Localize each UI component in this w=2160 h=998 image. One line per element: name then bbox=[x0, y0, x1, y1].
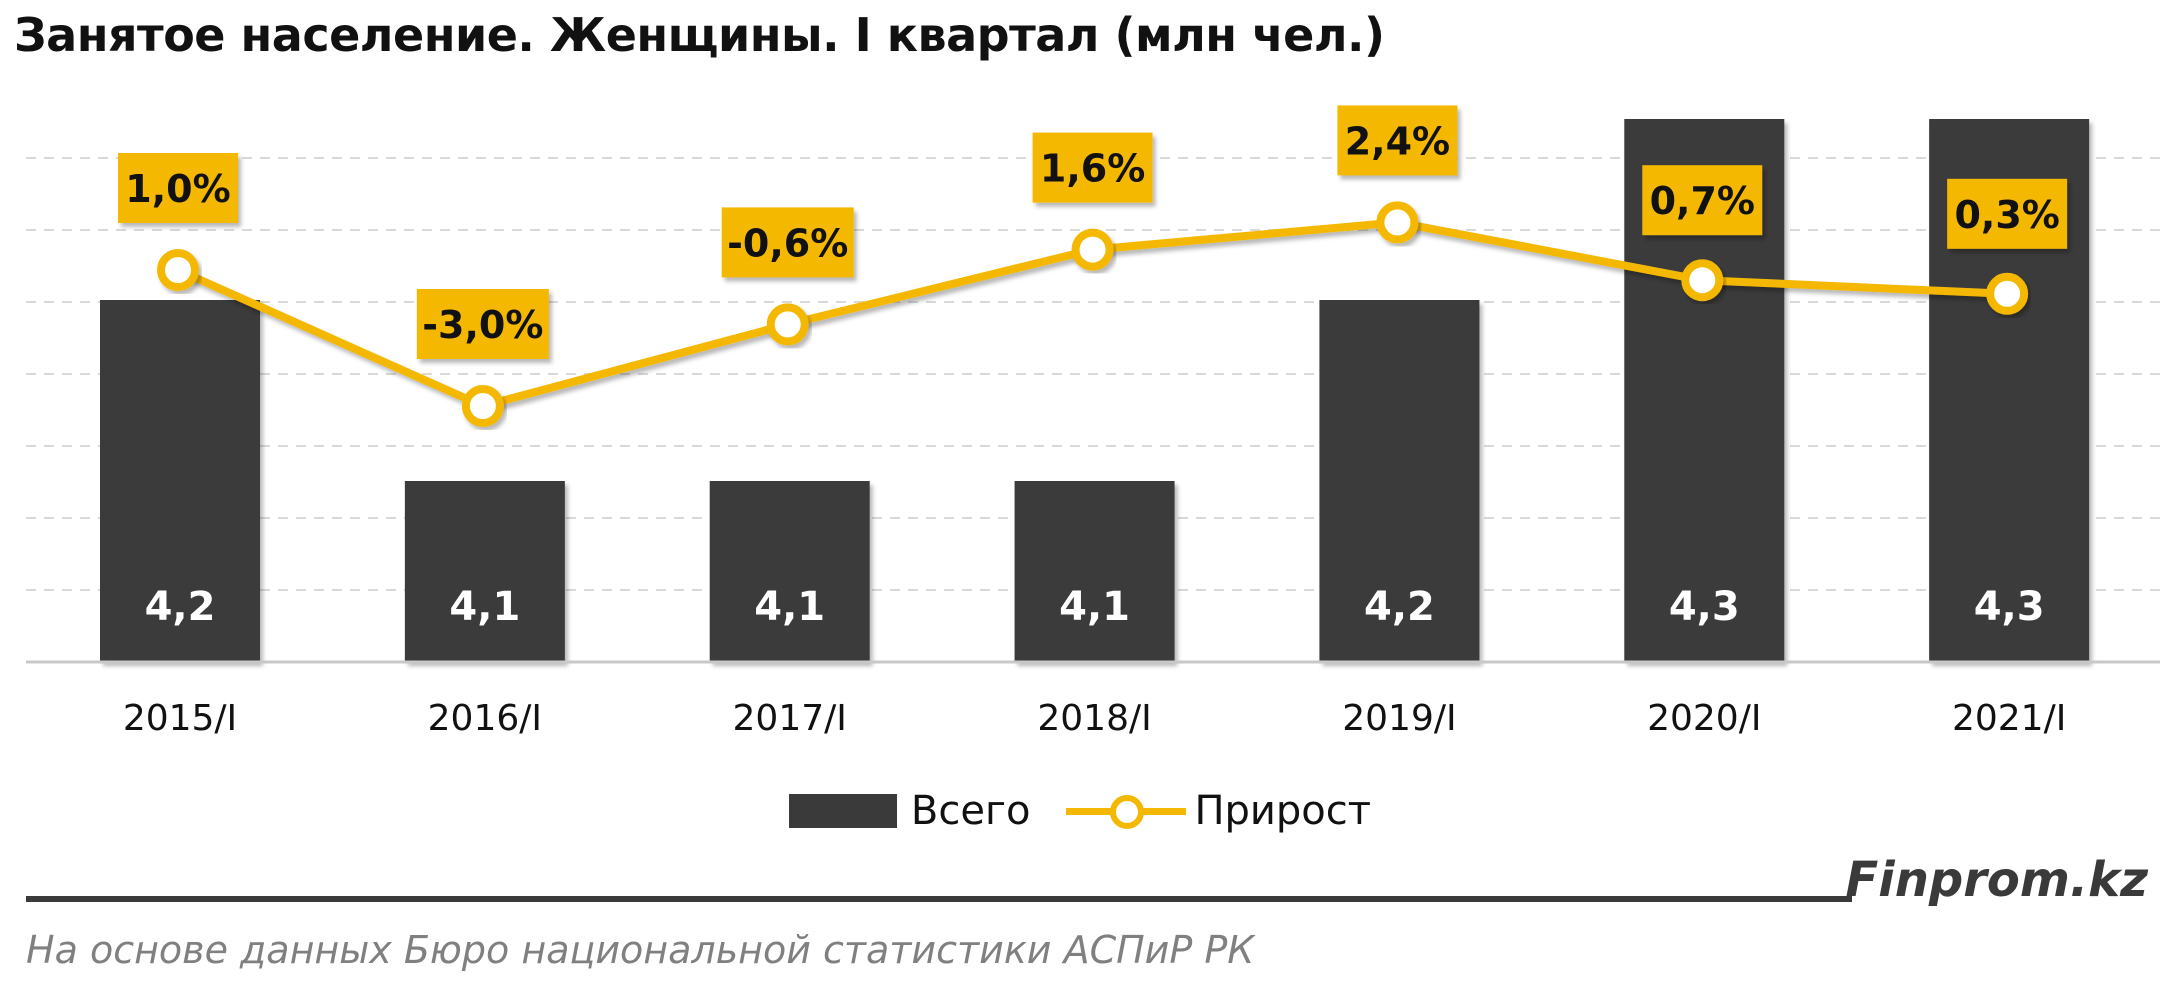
legend-line-swatch bbox=[1066, 791, 1187, 831]
growth-label-box bbox=[1947, 178, 2068, 249]
bar-total-2016/I bbox=[404, 481, 565, 662]
growth-label: 2,4% bbox=[1337, 105, 1458, 176]
legend-bar-swatch bbox=[788, 794, 897, 828]
growth-value-label: 0,7% bbox=[1650, 179, 1755, 223]
growth-label: 0,7% bbox=[1642, 165, 1763, 236]
growth-value-label: 2,4% bbox=[1345, 119, 1450, 163]
growth-label-box bbox=[416, 289, 549, 359]
growth-label-box bbox=[1337, 105, 1458, 176]
source-note: На основе данных Бюро национальной стати… bbox=[26, 928, 1255, 972]
growth-value-label: 0,3% bbox=[1954, 193, 2059, 237]
growth-point-2018/I bbox=[1071, 228, 1114, 271]
growth-point-2017/I bbox=[766, 303, 809, 346]
growth-value-label: -3,0% bbox=[422, 303, 543, 347]
growth-label: 1,6% bbox=[1032, 132, 1153, 203]
bar-value-label: 4,1 bbox=[1059, 584, 1130, 630]
footer-divider bbox=[26, 896, 1852, 902]
legend-label-total: Всего bbox=[910, 788, 1031, 834]
growth-label: -0,6% bbox=[721, 207, 854, 278]
x-tick-label: 2018/I bbox=[1037, 698, 1151, 739]
bar-total-2015/I bbox=[100, 300, 260, 662]
bar-value-label: 4,2 bbox=[145, 584, 216, 630]
x-tick-label: 2016/I bbox=[428, 698, 542, 739]
growth-label-box bbox=[118, 153, 238, 223]
growth-point-2020/I bbox=[1681, 259, 1724, 302]
bar-total-2019/I bbox=[1319, 300, 1480, 662]
bar-value-label: 4,1 bbox=[754, 584, 825, 630]
growth-value-label: 1,0% bbox=[125, 167, 230, 211]
growth-label: 1,0% bbox=[118, 153, 238, 223]
bar-value-label: 4,3 bbox=[1669, 584, 1740, 630]
growth-value-label: -0,6% bbox=[727, 221, 848, 265]
x-tick-label: 2019/I bbox=[1342, 698, 1456, 739]
x-tick-label: 2015/I bbox=[123, 698, 237, 739]
legend-label-growth: Прирост bbox=[1194, 788, 1372, 834]
chart-title: Занятое население. Женщины. I квартал (м… bbox=[14, 8, 1385, 62]
legend-item-growth: Прирост bbox=[1066, 788, 1371, 834]
growth-label: -3,0% bbox=[416, 289, 549, 359]
bar-value-label: 4,3 bbox=[1974, 584, 2045, 630]
growth-label-box bbox=[721, 207, 854, 278]
legend-item-total: Всего bbox=[788, 788, 1031, 834]
bar-total-2017/I bbox=[709, 481, 870, 662]
growth-point-2016/I bbox=[461, 385, 504, 427]
legend: Всего Прирост bbox=[0, 786, 2160, 836]
growth-point-2019/I bbox=[1376, 201, 1419, 244]
x-tick-label: 2017/I bbox=[733, 698, 847, 739]
x-tick-label: 2020/I bbox=[1647, 698, 1761, 739]
bar-value-label: 4,1 bbox=[449, 584, 520, 630]
growth-point-2015/I bbox=[157, 249, 199, 291]
bar-total-2018/I bbox=[1014, 481, 1175, 662]
x-tick-label: 2021/I bbox=[1952, 698, 2066, 739]
growth-label-box bbox=[1642, 165, 1763, 236]
growth-label-box bbox=[1032, 132, 1153, 203]
growth-value-label: 1,6% bbox=[1040, 147, 1145, 191]
growth-label: 0,3% bbox=[1947, 178, 2068, 249]
brand-logo-text: Finprom.kz bbox=[1845, 852, 2148, 908]
growth-point-2021/I bbox=[1986, 272, 2029, 315]
bar-value-label: 4,2 bbox=[1364, 584, 1435, 630]
